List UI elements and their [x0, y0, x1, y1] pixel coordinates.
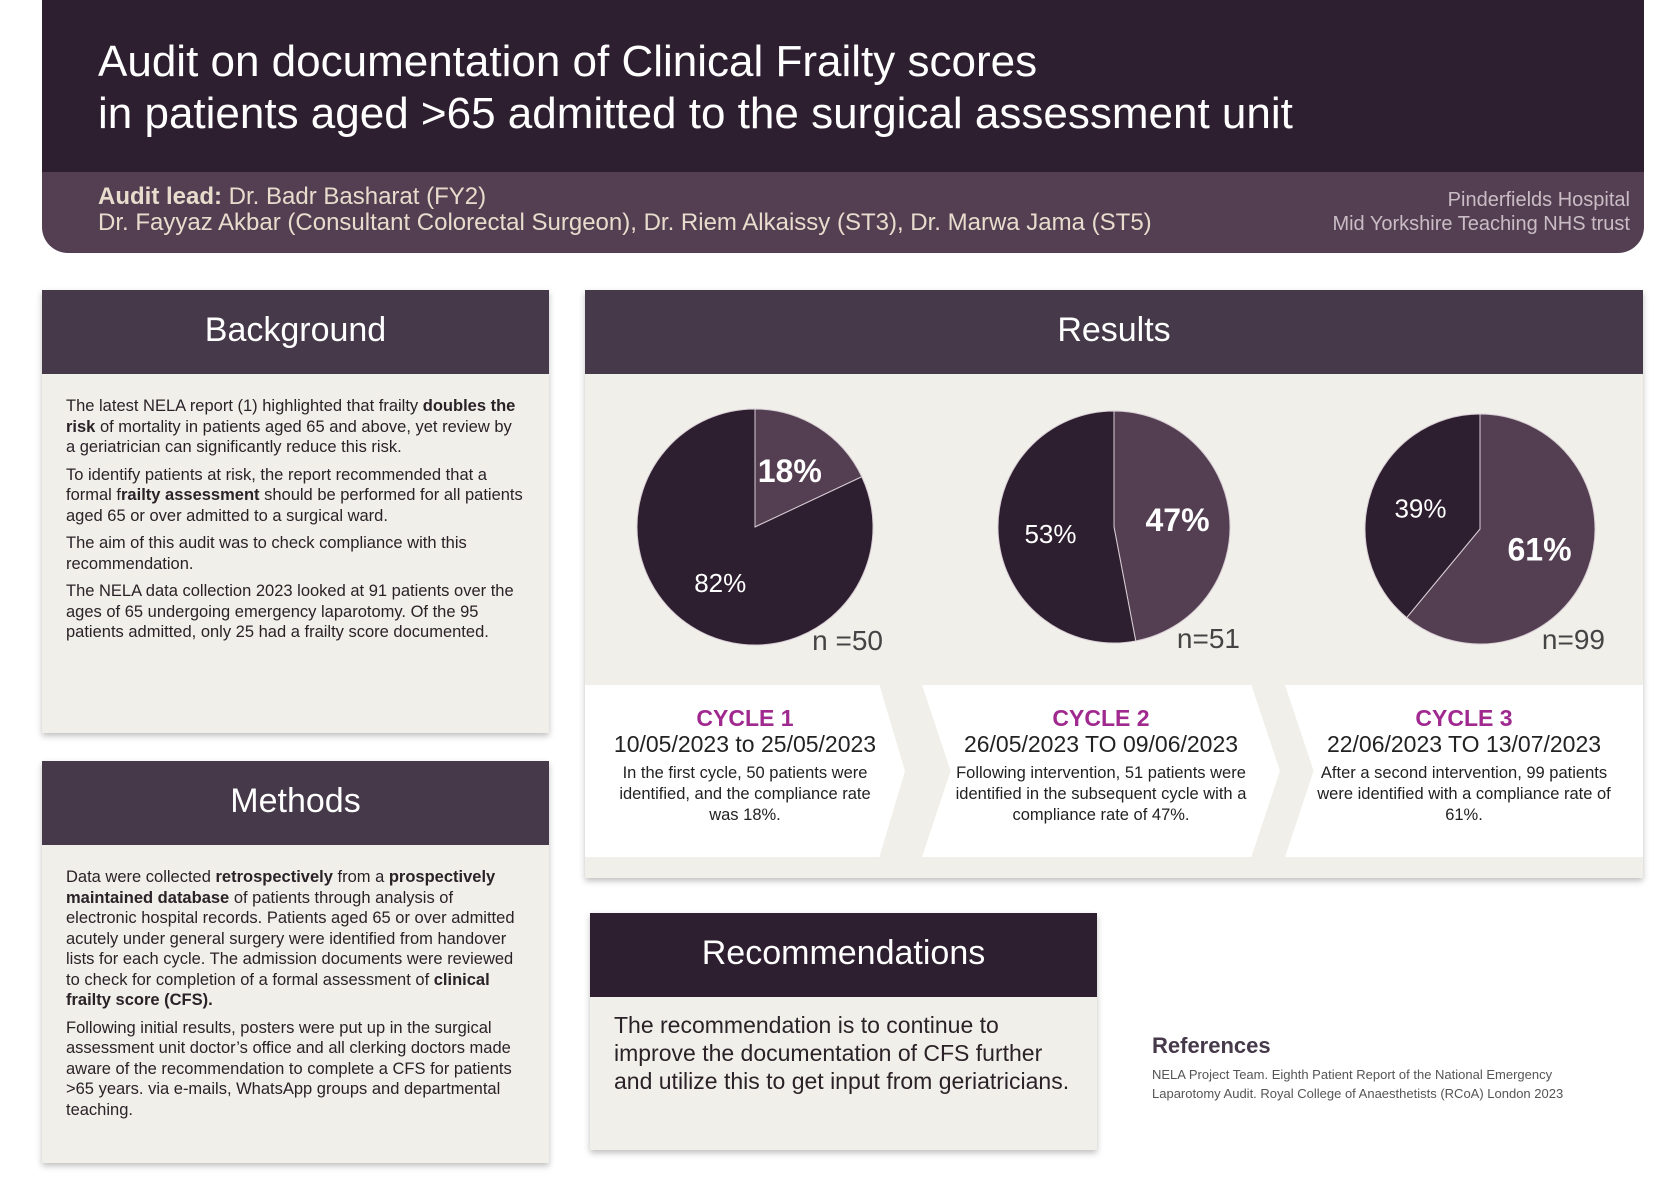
sample-size-label: n =50: [812, 625, 883, 656]
background-body: The latest NELA report (1) highlighted t…: [42, 374, 549, 733]
title-band: Audit on documentation of Clinical Frail…: [42, 0, 1644, 172]
trust: Mid Yorkshire Teaching NHS trust: [1332, 213, 1630, 235]
pie-slice: [1364, 413, 1481, 619]
pie-slice: [1405, 413, 1596, 645]
methods-p2: Following initial results, posters were …: [66, 1018, 512, 1119]
hospital: Pinderfields Hospital: [1447, 189, 1630, 211]
methods-body: Data were collected retrospectively from…: [42, 845, 549, 1163]
references: References NELA Project Team. Eighth Pat…: [1152, 1033, 1622, 1103]
results-section: Results 18% 82% n =50 47% 53% n=51 61% 39% n=99 …: [585, 290, 1643, 878]
title-line-2: in patients aged >65 admitted to the sur…: [98, 89, 1293, 138]
cycle-2: CYCLE 2 26/05/2023 TO 09/06/2023 Followi…: [922, 685, 1280, 857]
background-title: Background: [42, 290, 549, 374]
cycle-1: CYCLE 1 10/05/2023 to 25/05/2023 In the …: [585, 685, 905, 857]
cycle-3: CYCLE 3 22/06/2023 TO 13/07/2023 After a…: [1285, 685, 1643, 857]
poster-header: Audit on documentation of Clinical Frail…: [42, 0, 1644, 253]
references-title: References: [1152, 1033, 1271, 1058]
pie-slice: [1113, 410, 1231, 642]
title-line-1: Audit on documentation of Clinical Frail…: [98, 37, 1038, 86]
background-p1: The latest NELA report (1) highlighted t…: [66, 397, 516, 456]
background-section: Background The latest NELA report (1) hi…: [42, 290, 549, 733]
organisation: Pinderfields Hospital Mid Yorkshire Teac…: [1332, 188, 1630, 236]
pie-slice: [636, 408, 874, 646]
lead-name: Dr. Badr Basharat (FY2): [222, 183, 487, 210]
background-p4: The NELA data collection 2023 looked at …: [66, 582, 514, 641]
cycle-text: Following intervention, 51 patients were…: [955, 764, 1247, 824]
pie-data-label: 53%: [1024, 519, 1076, 549]
pie-slice: [997, 410, 1137, 644]
authors-band: Audit lead: Dr. Badr Basharat (FY2) Dr. …: [42, 172, 1644, 248]
pie-data-label: 47%: [1145, 502, 1209, 538]
background-p3: The aim of this audit was to check compl…: [66, 534, 467, 573]
results-title: Results: [585, 290, 1643, 374]
lead-label: Audit lead:: [98, 183, 222, 210]
cycles-row: CYCLE 1 10/05/2023 to 25/05/2023 In the …: [585, 685, 1643, 857]
cycle-dates: 26/05/2023 TO 09/06/2023: [963, 731, 1239, 757]
authors: Dr. Fayyaz Akbar (Consultant Colorectal …: [98, 209, 1152, 236]
methods-section: Methods Data were collected retrospectiv…: [42, 761, 549, 1163]
cycle-text: In the first cycle, 50 patients were ide…: [619, 764, 871, 824]
background-p2: To identify patients at risk, the report…: [66, 465, 523, 525]
cycle-text: After a second intervention, 99 patients…: [1317, 764, 1611, 824]
pie-data-label: 61%: [1507, 531, 1571, 567]
pie-slice: [754, 408, 863, 528]
pie-charts: 18% 82% n =50 47% 53% n=51 61% 39% n=99: [636, 408, 1605, 656]
recommendations-section: Recommendations The recommendation is to…: [590, 913, 1097, 1150]
cycle-title: CYCLE 1: [696, 705, 794, 731]
reference-item: NELA Project Team. Eighth Patient Report…: [1152, 1067, 1564, 1101]
methods-p1: Data were collected retrospectively from…: [66, 868, 515, 1009]
cycle-title: CYCLE 3: [1415, 705, 1513, 731]
results-body: 18% 82% n =50 47% 53% n=51 61% 39% n=99 CYCLE 1 …: [585, 374, 1643, 878]
pie-data-label: 18%: [758, 453, 822, 489]
cycle-title: CYCLE 2: [1052, 705, 1150, 731]
pie-data-label: 82%: [694, 568, 746, 598]
sample-size-label: n=99: [1542, 624, 1605, 655]
methods-title: Methods: [42, 761, 549, 845]
recommendations-title: Recommendations: [590, 913, 1097, 997]
recommendations-text: The recommendation is to continue to imp…: [590, 997, 1097, 1150]
sample-size-label: n=51: [1177, 623, 1240, 654]
pie-data-label: 39%: [1394, 494, 1446, 524]
cycle-dates: 22/06/2023 TO 13/07/2023: [1326, 731, 1602, 757]
cycle-dates: 10/05/2023 to 25/05/2023: [613, 731, 877, 757]
